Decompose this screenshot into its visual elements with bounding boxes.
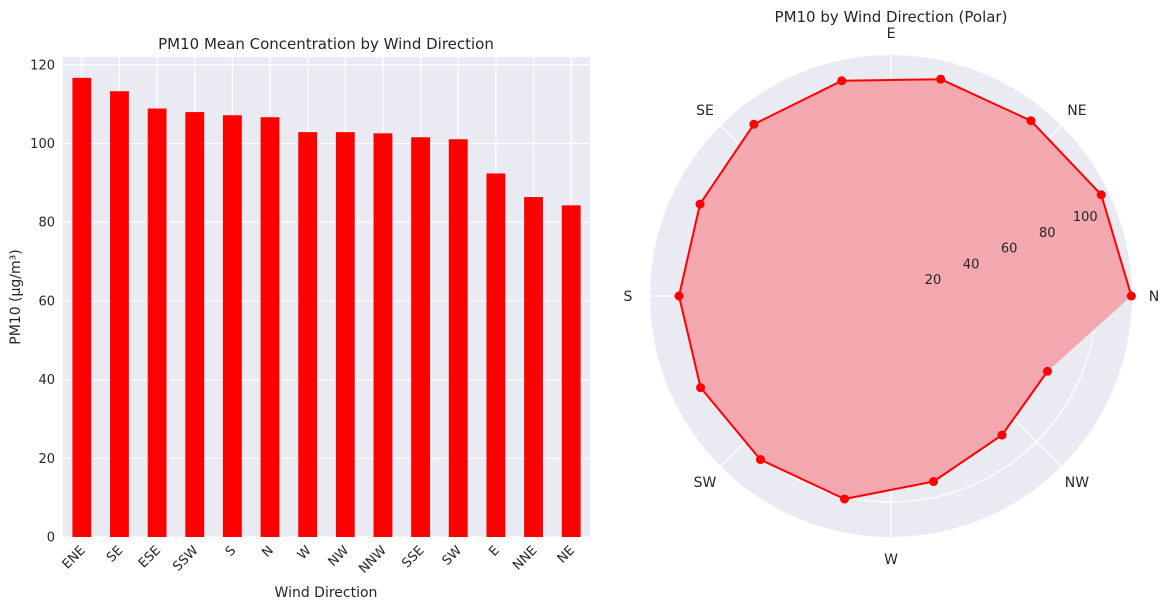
polar-angle-label: NW bbox=[1065, 475, 1089, 491]
polar-angle-label: SE bbox=[696, 103, 714, 119]
polar-fill-area bbox=[679, 79, 1132, 499]
polar-point bbox=[837, 76, 847, 86]
polar-point bbox=[1096, 190, 1106, 200]
bar-x-tick-label: W bbox=[295, 543, 315, 563]
polar-radial-tick-label: 60 bbox=[1001, 242, 1018, 257]
polar-radial-tick-label: 40 bbox=[963, 257, 980, 272]
bar bbox=[524, 197, 543, 538]
bar bbox=[411, 137, 431, 537]
polar-angle-label: SW bbox=[694, 475, 717, 491]
bar-x-axis-label: Wind Direction bbox=[275, 585, 378, 601]
polar-chart: N NE E SE S SW W NW 20 40 60 80 100 PM10 by Wind Di… bbox=[624, 8, 1160, 568]
bar-y-tick-label: 40 bbox=[38, 373, 55, 388]
polar-angle-label: E bbox=[887, 26, 896, 42]
polar-series-line bbox=[678, 78, 1133, 500]
bar-x-tick-label: S bbox=[223, 543, 239, 559]
bar-y-tick-label: 120 bbox=[30, 58, 55, 73]
bar-x-tick-label: NW bbox=[326, 543, 353, 570]
bar-x-tick-label: E bbox=[486, 543, 502, 559]
bar bbox=[147, 108, 167, 537]
bar-x-tick-label: NNW bbox=[356, 543, 390, 577]
bar bbox=[110, 91, 129, 538]
bar-x-tick-label: ENE bbox=[60, 543, 89, 572]
bar bbox=[298, 132, 318, 538]
polar-radial-tick-label: 100 bbox=[1073, 210, 1098, 225]
polar-point bbox=[755, 455, 765, 465]
bar-y-tick-label: 0 bbox=[47, 531, 55, 546]
polar-point bbox=[840, 494, 850, 504]
bar-x-ticks: ENE SE ESE SSW S N W NW NNW SSE SW E NNE NE bbox=[60, 543, 578, 577]
polar-point bbox=[997, 430, 1007, 440]
bar bbox=[185, 112, 205, 537]
bar-y-tick-label: 100 bbox=[30, 137, 55, 152]
bar-x-tick-label: ESE bbox=[136, 543, 164, 571]
bar-x-tick-label: SW bbox=[440, 543, 466, 569]
bar-y-tick-label: 80 bbox=[38, 216, 55, 231]
polar-point bbox=[936, 74, 946, 84]
bar-chart-title: PM10 Mean Concentration by Wind Directio… bbox=[158, 35, 494, 53]
polar-point bbox=[928, 477, 938, 487]
polar-radial-tick-label: 80 bbox=[1039, 226, 1056, 241]
bar bbox=[448, 139, 468, 538]
bar-y-ticks: 0 20 40 60 80 100 120 bbox=[30, 58, 55, 545]
polar-point bbox=[695, 199, 705, 209]
bar-x-tick-label: SE bbox=[104, 543, 126, 565]
polar-chart-title: PM10 by Wind Direction (Polar) bbox=[775, 8, 1008, 26]
bar-y-tick-label: 20 bbox=[38, 452, 55, 467]
bar bbox=[486, 173, 506, 537]
bar-plot-area bbox=[63, 57, 590, 537]
polar-point bbox=[696, 383, 706, 393]
polar-series bbox=[674, 74, 1136, 504]
bar-y-axis-label: PM10 (µg/m³) bbox=[8, 249, 24, 344]
bar-x-tick-label: NNE bbox=[510, 543, 540, 573]
polar-point bbox=[1126, 291, 1136, 301]
polar-angle-label: W bbox=[884, 552, 898, 568]
polar-point bbox=[1026, 116, 1036, 126]
bar-x-tick-label: SSE bbox=[399, 543, 427, 571]
polar-angle-label: S bbox=[624, 289, 633, 305]
polar-radial-ticks: 20 40 60 80 100 bbox=[925, 210, 1098, 288]
bar bbox=[373, 133, 393, 537]
bar bbox=[335, 132, 355, 538]
polar-angle-labels: N NE E SE S SW W NW bbox=[624, 26, 1160, 568]
polar-point bbox=[1042, 366, 1052, 376]
bar bbox=[561, 205, 581, 537]
bar-x-tick-label: SSW bbox=[170, 543, 201, 574]
bar-x-tick-label: NE bbox=[555, 543, 578, 566]
bar bbox=[72, 77, 92, 537]
polar-angle-label: N bbox=[1149, 289, 1159, 305]
bar-x-tick-label: N bbox=[259, 543, 276, 560]
polar-point bbox=[674, 291, 684, 301]
bar-series bbox=[72, 77, 581, 538]
polar-angle-label: NE bbox=[1067, 103, 1086, 119]
bar bbox=[222, 115, 242, 538]
bar bbox=[260, 117, 280, 538]
bar-y-tick-label: 60 bbox=[38, 294, 55, 309]
polar-radial-tick-label: 20 bbox=[925, 273, 942, 288]
polar-point bbox=[749, 119, 759, 129]
